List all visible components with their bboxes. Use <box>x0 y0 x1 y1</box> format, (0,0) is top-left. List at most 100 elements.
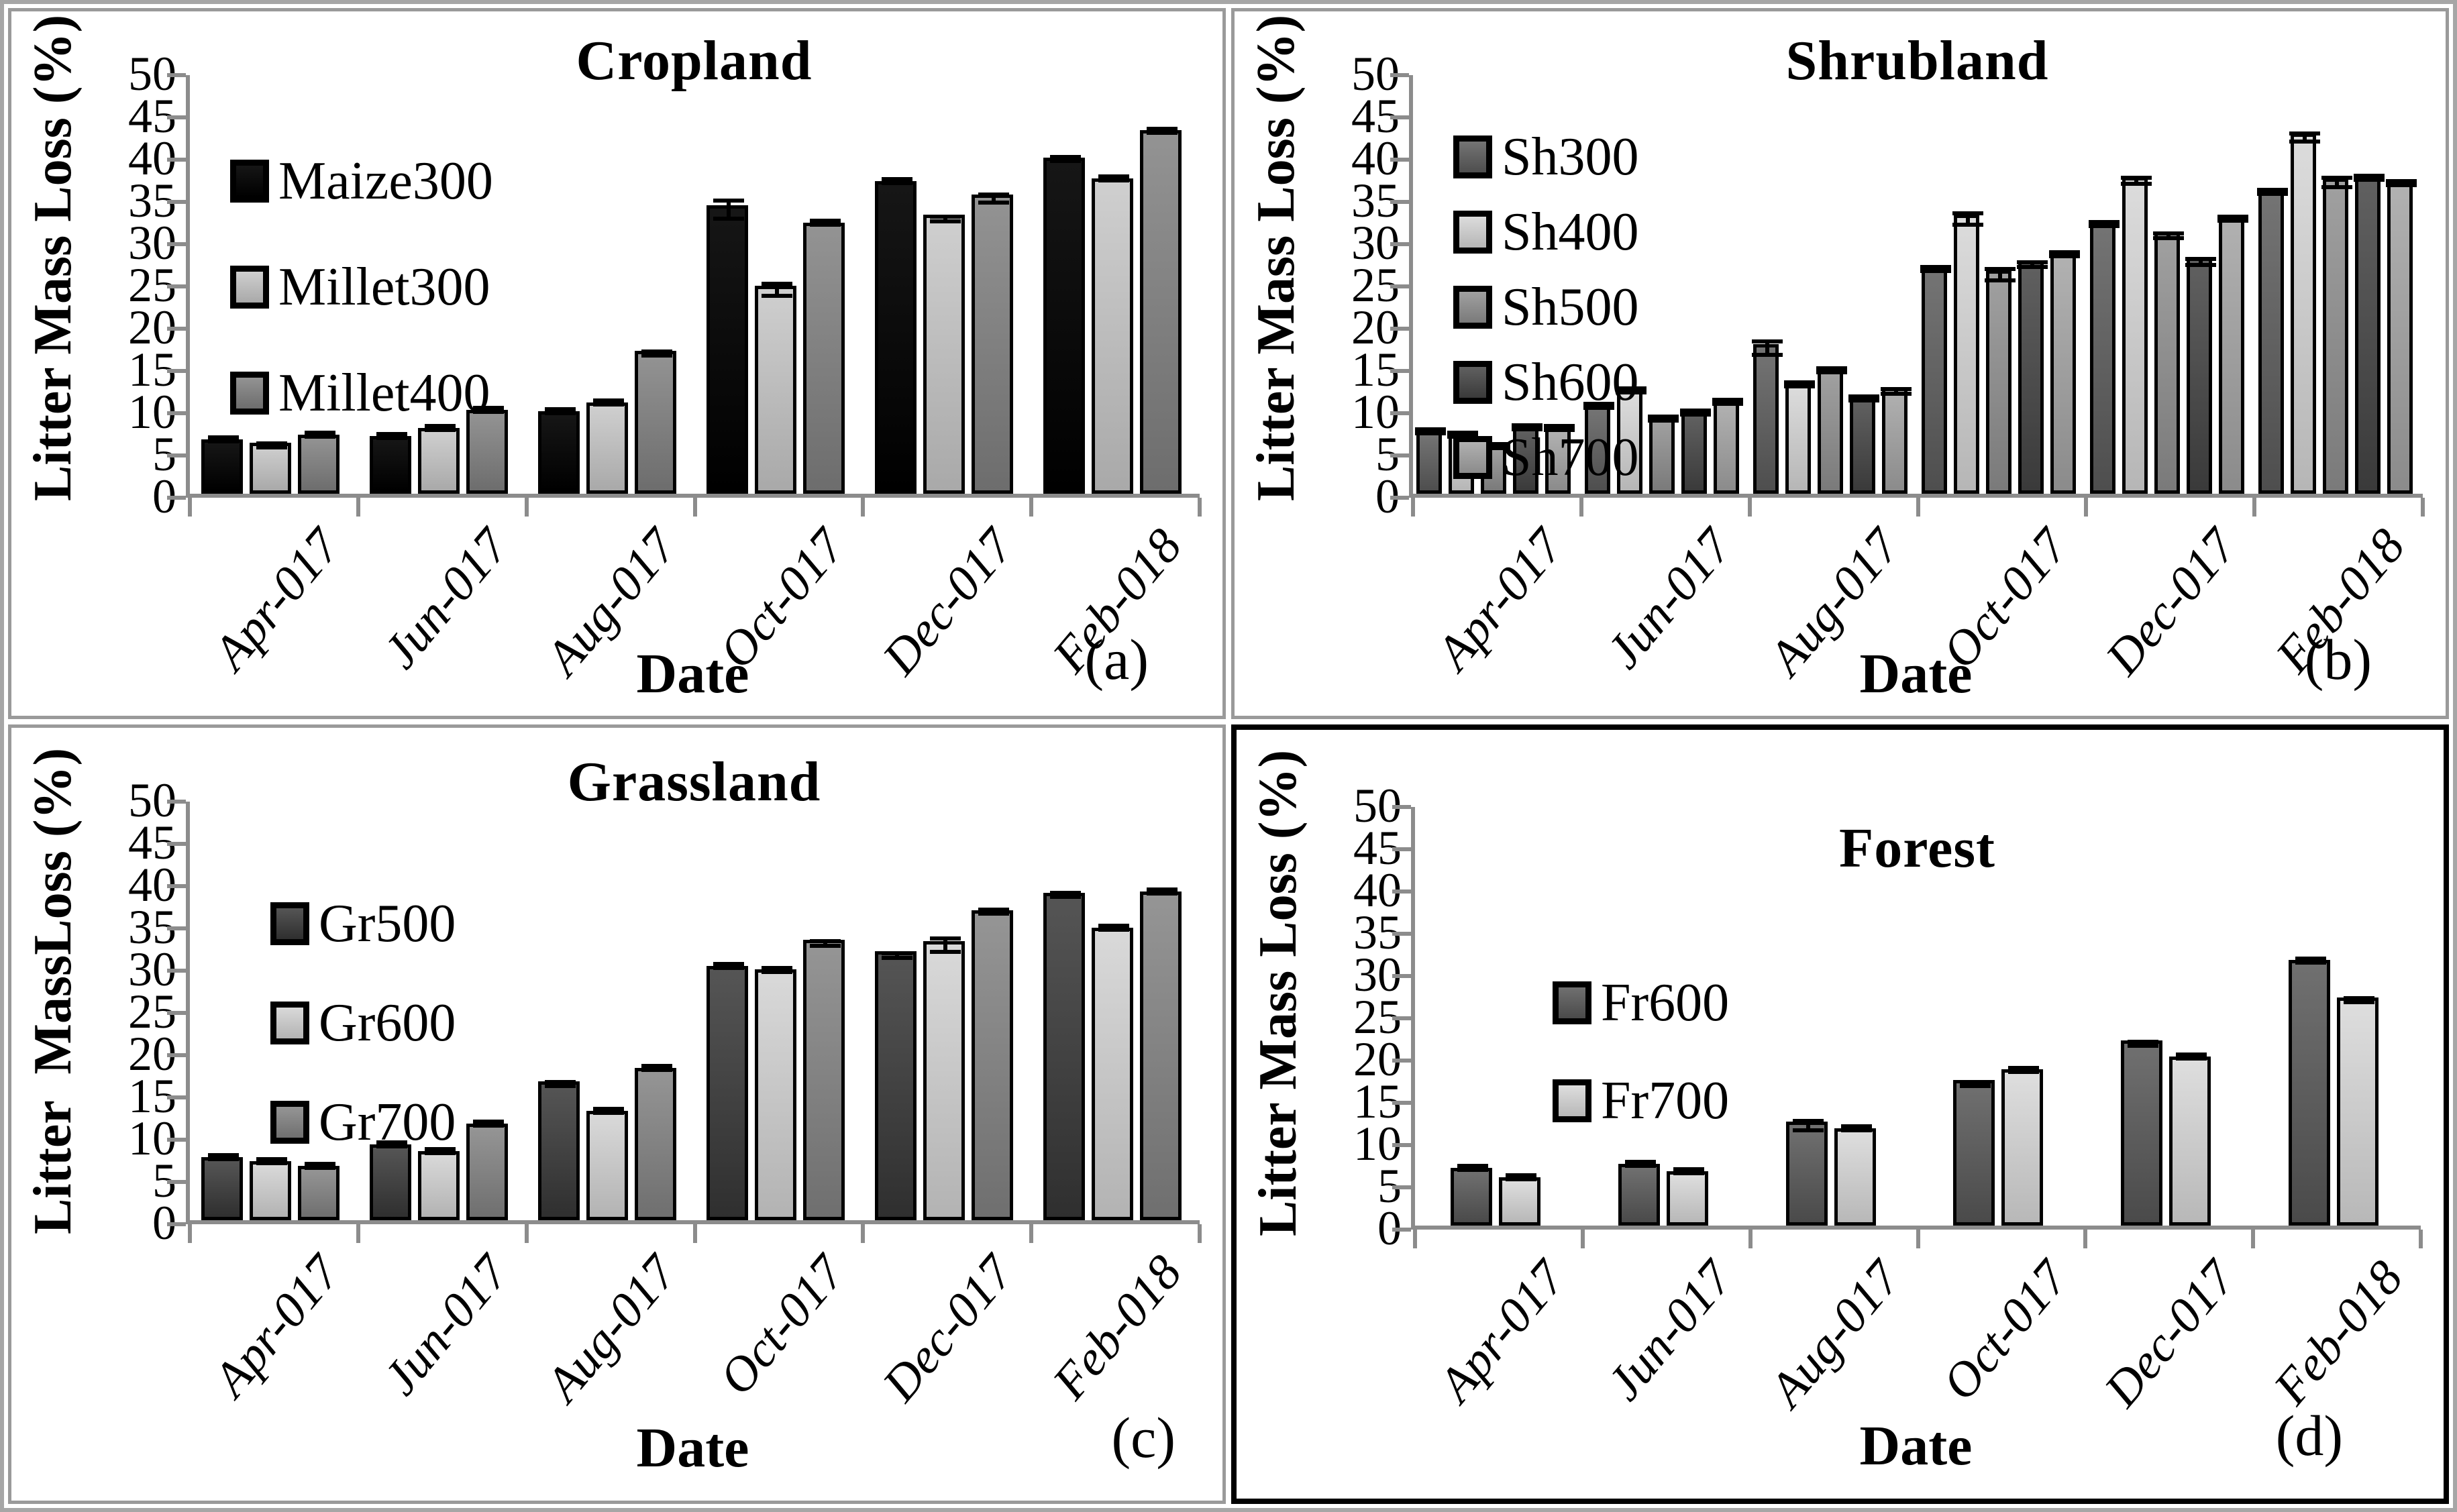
legend-swatch <box>270 1101 309 1144</box>
legend-item-millet300: Millet300 <box>230 260 490 314</box>
x-tick-mark <box>1198 498 1202 517</box>
error-bar <box>2295 956 2327 965</box>
x-tick-mark <box>1198 1224 1202 1243</box>
error-bar <box>761 282 792 298</box>
error-bar <box>713 198 744 221</box>
y-tick-mark <box>1392 1228 1411 1232</box>
x-category-label: Dec-017 <box>872 1245 1025 1412</box>
legend-item-gr500: Gr500 <box>270 897 456 951</box>
bar-gr600-feb-018 <box>1091 928 1133 1220</box>
x-tick-mark <box>692 498 697 517</box>
x-category-label: Apr-017 <box>203 1245 352 1407</box>
x-tick-mark <box>2252 498 2257 517</box>
bar-sh600-aug-017 <box>1850 398 1876 494</box>
bar-sh600-feb-018 <box>2354 177 2381 494</box>
y-tick-mark <box>1392 1016 1411 1020</box>
x-tick-mark <box>1916 498 1920 517</box>
panel-letter: (b) <box>2304 627 2372 692</box>
y-tick-mark <box>1390 284 1409 288</box>
error-bar <box>208 1152 240 1161</box>
error-bar <box>593 398 625 407</box>
y-tick-mark <box>167 284 186 288</box>
plot-area: Apr-017 Jun-017 Aug-017 Oct-017 Dec-017 Feb-0… <box>1390 73 2425 685</box>
bar-maize300-oct-017 <box>706 205 748 494</box>
bar-gr600-aug-017 <box>586 1111 629 1220</box>
bar-gr500-apr-017 <box>201 1156 244 1220</box>
legend-swatch <box>270 1002 309 1044</box>
bar-sh300-dec-017 <box>2089 221 2115 494</box>
y-tick-mark <box>1390 115 1409 119</box>
plot-area: Apr-017 Jun-017 Aug-017 Oct-017 Dec-017 Feb-0… <box>167 73 1202 685</box>
bar-fr700-apr-017 <box>1498 1177 1540 1226</box>
bar-maize300-aug-017 <box>538 411 580 494</box>
error-bar <box>425 423 456 432</box>
error-bar <box>713 961 744 970</box>
y-tick-mark <box>167 327 186 331</box>
error-bar <box>1415 427 1447 435</box>
bar-fr600-dec-017 <box>2121 1040 2163 1226</box>
bar-millet300-oct-017 <box>754 286 796 494</box>
y-tick-mark <box>167 1095 186 1099</box>
error-bar <box>2217 214 2248 223</box>
y-tick-mark <box>1390 73 1409 77</box>
y-tick-mark <box>167 453 186 457</box>
x-tick-mark <box>1411 498 1415 517</box>
bar-gr700-jun-017 <box>466 1124 509 1220</box>
x-tick-mark <box>1748 1230 1753 1248</box>
y-tick-mark <box>167 1222 186 1226</box>
plot-area: Apr-017 Jun-017 Aug-017 Oct-017 Dec-017 Feb-0… <box>1392 805 2423 1417</box>
x-category-label: Apr-017 <box>1428 1250 1576 1412</box>
legend-swatch <box>1453 211 1492 254</box>
error-bar <box>2176 1052 2207 1061</box>
bar-gr500-dec-017 <box>874 951 917 1220</box>
bar-sh300-apr-017 <box>1416 431 1443 494</box>
bar-sh700-oct-017 <box>2050 254 2076 494</box>
chart-title: Cropland <box>576 30 813 92</box>
y-tick-mark <box>167 969 186 973</box>
x-tick-mark <box>1029 498 1034 517</box>
x-axis-label: Date <box>636 643 749 705</box>
legend-label: Sh700 <box>1502 428 1639 487</box>
x-tick-mark <box>1916 1230 1920 1248</box>
legend-item-gr700: Gr700 <box>270 1095 456 1149</box>
legend-label: Sh400 <box>1502 203 1639 262</box>
x-tick-mark <box>692 1224 697 1243</box>
error-bar <box>545 1080 576 1089</box>
panel-letter: (c) <box>1111 1405 1175 1470</box>
legend-label: Millet300 <box>278 258 490 317</box>
error-bar <box>881 951 912 960</box>
legend-swatch <box>230 160 269 203</box>
y-tick-mark <box>167 242 186 246</box>
error-bar <box>641 1064 673 1073</box>
error-bar <box>1544 423 1575 432</box>
x-category-label: Aug-017 <box>535 1245 688 1412</box>
y-tick-mark <box>1390 327 1409 331</box>
bar-sh400-feb-018 <box>2290 133 2316 494</box>
legend-swatch <box>270 902 309 945</box>
legend-item-millet400: Millet400 <box>230 366 490 420</box>
legend-label: Fr700 <box>1601 1071 1730 1130</box>
bar-sh300-feb-018 <box>2258 190 2284 494</box>
x-axis-label: Date <box>1859 643 1973 705</box>
x-tick-mark <box>188 1224 192 1243</box>
bar-gr700-feb-018 <box>1139 891 1182 1220</box>
error-bar <box>978 908 1009 916</box>
x-axis-label: Date <box>1859 1415 1973 1477</box>
x-tick-mark <box>861 1224 866 1243</box>
bar-fr600-feb-018 <box>2289 960 2331 1226</box>
legend-item-gr600: Gr600 <box>270 996 456 1050</box>
error-bar <box>641 349 673 358</box>
bar-millet300-jun-017 <box>418 427 460 494</box>
error-bar <box>809 939 841 949</box>
y-tick-mark <box>1392 932 1411 936</box>
x-category-label: Feb-018 <box>2263 1250 2414 1415</box>
bar-gr700-oct-017 <box>802 939 845 1220</box>
error-bar <box>1816 366 1848 375</box>
bar-maize300-feb-018 <box>1043 157 1085 494</box>
bar-gr700-aug-017 <box>635 1068 677 1220</box>
error-bar <box>256 441 288 450</box>
legend-swatch <box>230 266 269 309</box>
bar-gr700-dec-017 <box>971 910 1013 1220</box>
bar-sh500-dec-017 <box>2154 231 2180 494</box>
